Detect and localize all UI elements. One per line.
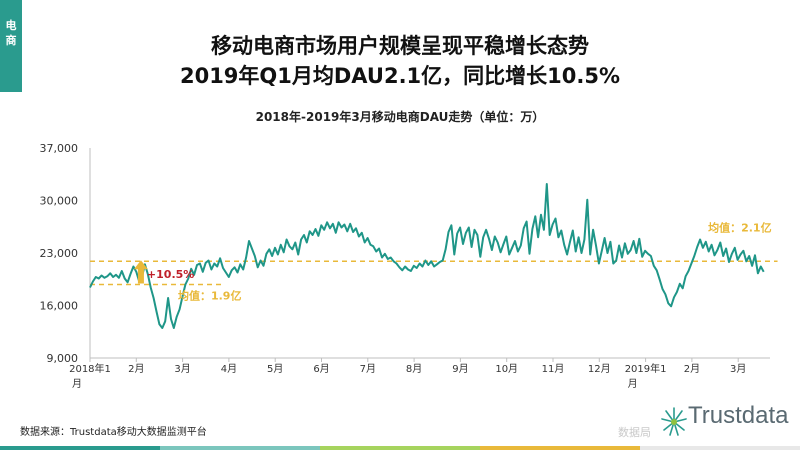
growth-label: +10.5% [147,268,194,281]
x-tick-label-cont: 月 [72,378,82,390]
x-tick-label: 2月 [684,363,700,375]
x-tick-label: 6月 [313,363,329,375]
bottom-bar-segment [160,446,320,450]
x-tick-label: 2018年1 [69,362,111,375]
section-tab-label: 电商 [5,19,17,47]
y-tick-label: 9,000 [47,352,79,365]
bottom-bar-segment [0,446,160,450]
y-tick-label: 37,000 [40,142,79,155]
y-tick-label: 30,000 [40,195,79,208]
bottom-bar-segment [640,446,800,450]
sunburst-logo-icon [661,407,687,436]
x-tick-label: 12月 [588,363,611,375]
trustdata-logo: Trustdata [660,400,790,442]
growth-arrow-shaft [137,267,144,284]
x-tick-label: 2019年1 [625,362,667,375]
page-title: 移动电商市场用户规模呈现平稳增长态势 [211,34,589,58]
watermark-text: 数据局 [618,426,651,439]
x-tick-label: 3月 [730,363,746,375]
bottom-bar-segment [480,446,640,450]
logo-wordmark: Trustdata [688,402,789,429]
data-source-note: 数据来源：Trustdata移动大数据监测平台 [20,427,207,438]
dau-series-line [89,183,765,329]
average-label-2018: 均值：1.9亿 [178,289,242,303]
x-tick-label: 9月 [452,363,468,375]
x-tick-label: 10月 [495,363,518,375]
page-subtitle: 2019年Q1月均DAU2.1亿，同比增长10.5% [179,64,621,88]
x-tick-label: 7月 [360,363,376,375]
growth-arrow-head [133,260,148,270]
y-tick-label: 23,000 [40,247,79,260]
x-tick-label: 8月 [406,363,422,375]
x-tick-label: 2月 [128,363,144,375]
x-tick-label: 11月 [542,363,565,375]
bottom-bar-segment [320,446,480,450]
x-tick-label: 3月 [174,363,190,375]
x-tick-label-cont: 月 [628,378,638,390]
x-tick-label: 5月 [267,363,283,375]
section-tab: 电商 [0,0,22,92]
average-label-2019: 均值：2.1亿 [708,220,772,234]
chart-title: 2018年-2019年3月移动电商DAU走势（单位：万） [255,110,545,124]
y-tick-label: 16,000 [40,300,79,313]
bottom-color-bar [0,446,800,450]
x-tick-label: 4月 [221,363,237,375]
